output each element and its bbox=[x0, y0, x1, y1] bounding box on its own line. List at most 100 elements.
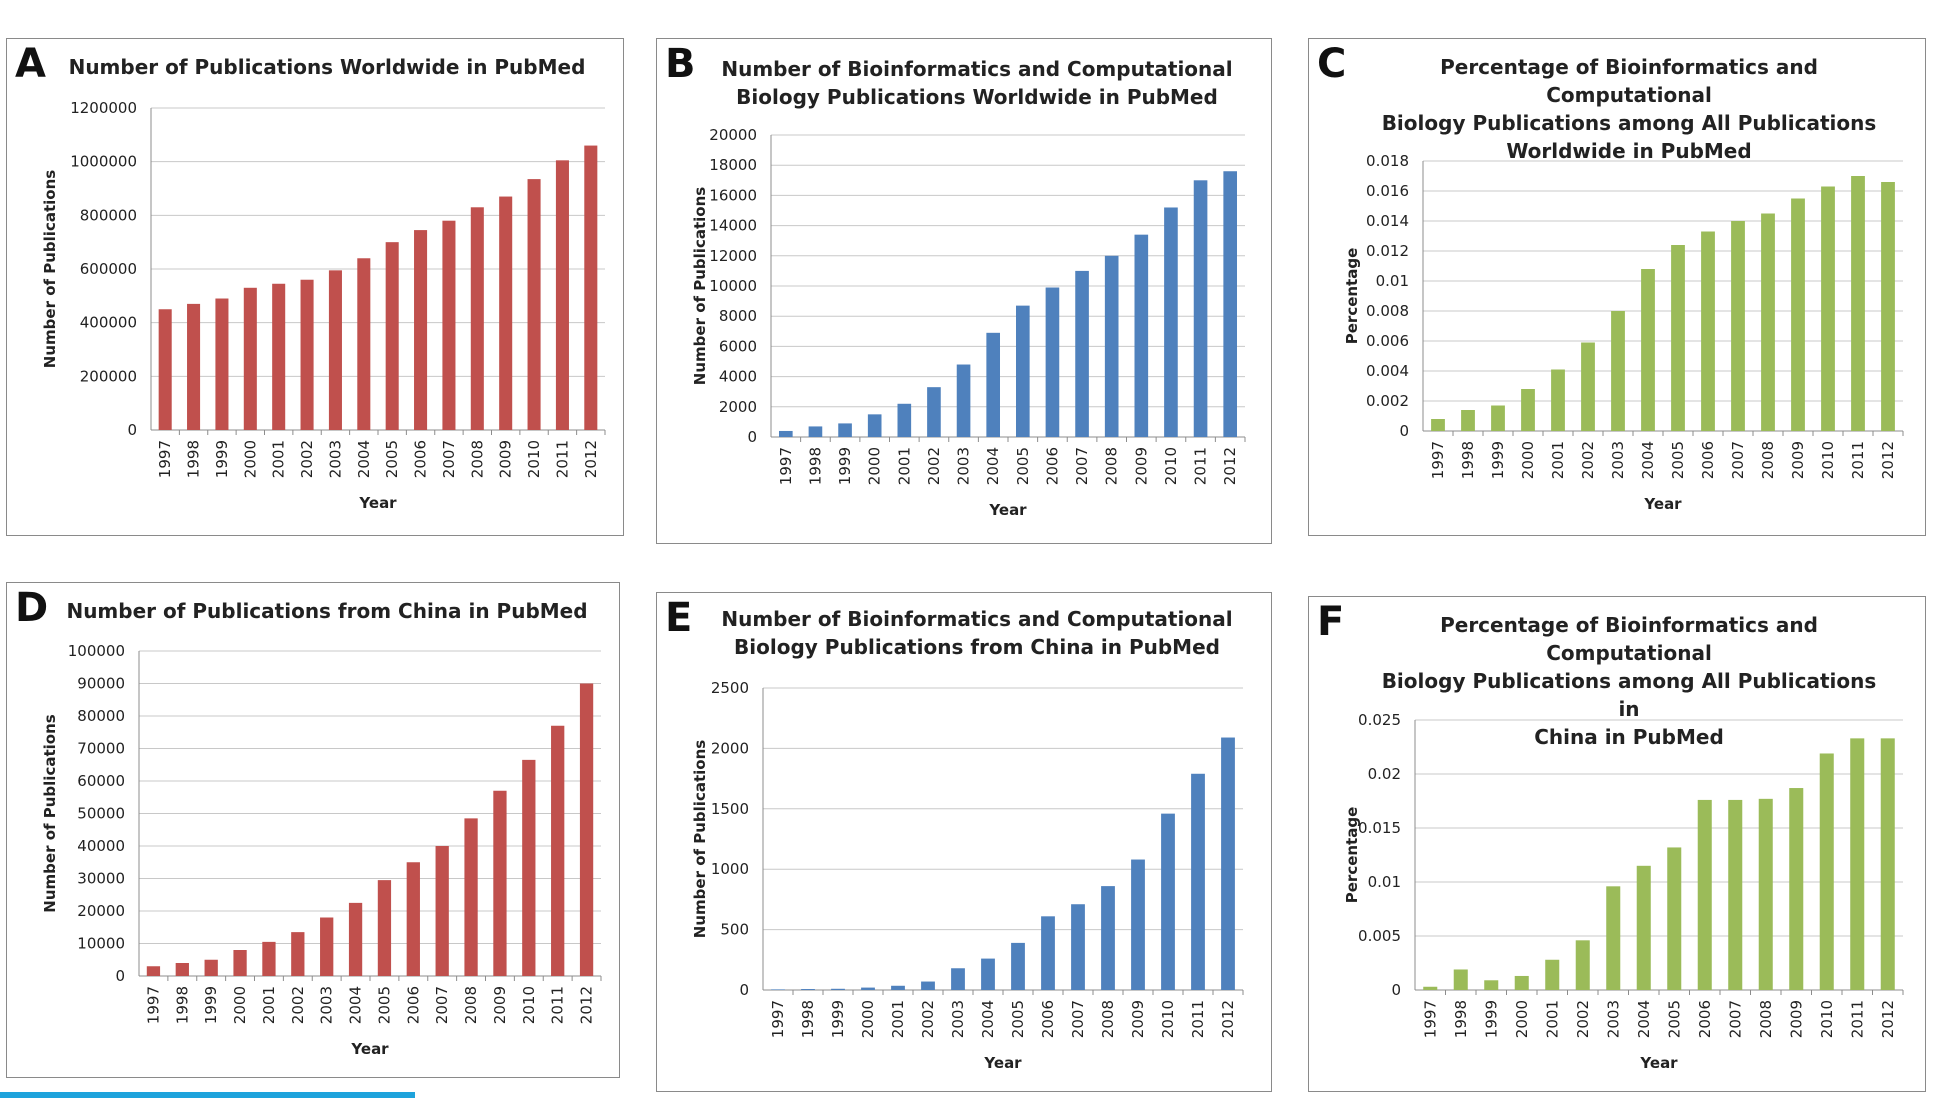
x-tick-label: 2003 bbox=[1609, 441, 1627, 479]
x-tick-label: 2007 bbox=[1073, 447, 1091, 485]
bar bbox=[1611, 311, 1625, 431]
x-tick-label: 2008 bbox=[1103, 447, 1121, 485]
x-tick-label: 2007 bbox=[433, 986, 451, 1024]
y-tick-label: 2500 bbox=[711, 679, 749, 697]
x-tick-label: 2002 bbox=[289, 986, 307, 1024]
y-tick-label: 0.025 bbox=[1358, 711, 1401, 729]
bar bbox=[328, 270, 342, 430]
x-tick-label: 2001 bbox=[270, 440, 288, 478]
bar bbox=[1423, 986, 1438, 990]
x-tick-label: 1997 bbox=[769, 1000, 787, 1038]
y-axis-label: Number of Publications bbox=[691, 740, 709, 938]
bar bbox=[1011, 942, 1025, 990]
x-tick-label: 2000 bbox=[241, 440, 259, 478]
y-tick-label: 90000 bbox=[77, 675, 125, 693]
bar bbox=[204, 959, 218, 976]
bar bbox=[527, 179, 541, 430]
x-tick-label: 2001 bbox=[1549, 441, 1567, 479]
bar bbox=[1221, 737, 1235, 990]
x-tick-label: 2010 bbox=[1162, 447, 1180, 485]
x-tick-label: 2004 bbox=[355, 440, 373, 478]
panel-letter: C bbox=[1317, 41, 1347, 87]
bar bbox=[1697, 799, 1712, 990]
bar bbox=[442, 220, 456, 430]
chart-title: Percentage of Bioinformatics and Computa… bbox=[1381, 55, 1877, 163]
bar bbox=[1015, 305, 1030, 437]
bar bbox=[233, 950, 247, 976]
y-tick-label: 0.01 bbox=[1368, 873, 1401, 891]
x-axis-label: Year bbox=[1639, 1054, 1678, 1072]
bar bbox=[808, 426, 823, 437]
bar bbox=[1851, 176, 1865, 431]
y-tick-label: 14000 bbox=[709, 217, 757, 235]
bar bbox=[1164, 207, 1178, 437]
y-tick-label: 0 bbox=[127, 421, 137, 439]
x-tick-label: 2003 bbox=[318, 986, 336, 1024]
bar bbox=[867, 414, 882, 437]
x-tick-label: 2003 bbox=[949, 1000, 967, 1038]
x-tick-label: 2012 bbox=[1221, 447, 1239, 485]
bar bbox=[272, 283, 286, 430]
x-tick-label: 2005 bbox=[1665, 1000, 1683, 1038]
y-tick-label: 12000 bbox=[709, 247, 757, 265]
x-tick-label: 1997 bbox=[1421, 1000, 1439, 1038]
chart-title: Number of Publications from China in Pub… bbox=[66, 599, 588, 623]
x-tick-label: 2000 bbox=[231, 986, 249, 1024]
y-tick-label: 600000 bbox=[80, 260, 137, 278]
y-tick-label: 0 bbox=[1399, 422, 1409, 440]
bar bbox=[158, 309, 172, 430]
x-tick-label: 1999 bbox=[1482, 1000, 1500, 1038]
bar bbox=[584, 145, 598, 431]
bar bbox=[215, 298, 229, 430]
x-tick-label: 2010 bbox=[1819, 441, 1837, 479]
y-tick-label: 80000 bbox=[77, 707, 125, 725]
y-axis-label: Number of Publications bbox=[41, 170, 59, 368]
x-tick-label: 2005 bbox=[1669, 441, 1687, 479]
chart-panel-d: D Number of Publications from China in P… bbox=[6, 582, 620, 1078]
chart-plot: 0 500 1000 1500 2000 2500 1997 1998 1999 2000 2001… bbox=[691, 679, 1244, 1072]
x-tick-label: 2000 bbox=[1513, 1000, 1531, 1038]
panel-letter: D bbox=[15, 585, 49, 631]
bar bbox=[406, 862, 420, 976]
bar bbox=[1821, 186, 1835, 431]
x-tick-label: 2000 bbox=[866, 447, 884, 485]
bar bbox=[555, 160, 569, 430]
chart-plot: 0 10000 20000 30000 40000 50000 60000 70000 8000… bbox=[41, 642, 602, 1058]
chart-plot: 0 0.005 0.01 0.015 0.02 0.025 1997 1998 1999 2000… bbox=[1343, 711, 1904, 1072]
x-tick-label: 2007 bbox=[1729, 441, 1747, 479]
bar bbox=[146, 966, 161, 976]
y-tick-label: 0.006 bbox=[1366, 332, 1409, 350]
bottom-accent-rule bbox=[0, 1092, 415, 1098]
y-axis-label: Percentage bbox=[1343, 807, 1361, 904]
bar bbox=[1521, 389, 1535, 431]
bar bbox=[175, 963, 189, 976]
x-tick-label: 1999 bbox=[1489, 441, 1507, 479]
x-tick-label: 2008 bbox=[1099, 1000, 1117, 1038]
x-tick-label: 2007 bbox=[1069, 1000, 1087, 1038]
bar bbox=[1431, 419, 1445, 431]
chart-title: Number of Bioinformatics and Computation… bbox=[721, 607, 1233, 659]
chart-panel-a: A Number of Publications Worldwide in Pu… bbox=[6, 38, 624, 536]
x-tick-label: 2011 bbox=[1848, 1000, 1866, 1038]
x-tick-label: 2006 bbox=[404, 986, 422, 1024]
y-tick-label: 0.02 bbox=[1368, 765, 1401, 783]
bar bbox=[1193, 180, 1208, 438]
bar bbox=[464, 818, 478, 976]
x-tick-label: 2009 bbox=[1129, 1000, 1147, 1038]
bar bbox=[1545, 959, 1560, 990]
bar bbox=[891, 985, 905, 990]
x-tick-label: 2005 bbox=[1014, 447, 1032, 485]
chart-panel-b: B Number of Bioinformatics and Computati… bbox=[656, 38, 1272, 544]
x-tick-label: 2011 bbox=[1849, 441, 1867, 479]
x-tick-label: 1998 bbox=[173, 986, 191, 1024]
bar bbox=[1880, 738, 1895, 990]
bar bbox=[1491, 405, 1505, 431]
x-tick-label: 2002 bbox=[925, 447, 943, 485]
y-tick-label: 40000 bbox=[77, 837, 125, 855]
bar bbox=[499, 196, 513, 430]
x-tick-label: 1999 bbox=[836, 447, 854, 485]
bar bbox=[291, 932, 305, 976]
bar bbox=[1134, 234, 1149, 437]
x-tick-label: 2011 bbox=[549, 986, 567, 1024]
chart-plot: 0 2000 4000 6000 8000 10000 12000 14000 16000 180… bbox=[691, 126, 1246, 519]
